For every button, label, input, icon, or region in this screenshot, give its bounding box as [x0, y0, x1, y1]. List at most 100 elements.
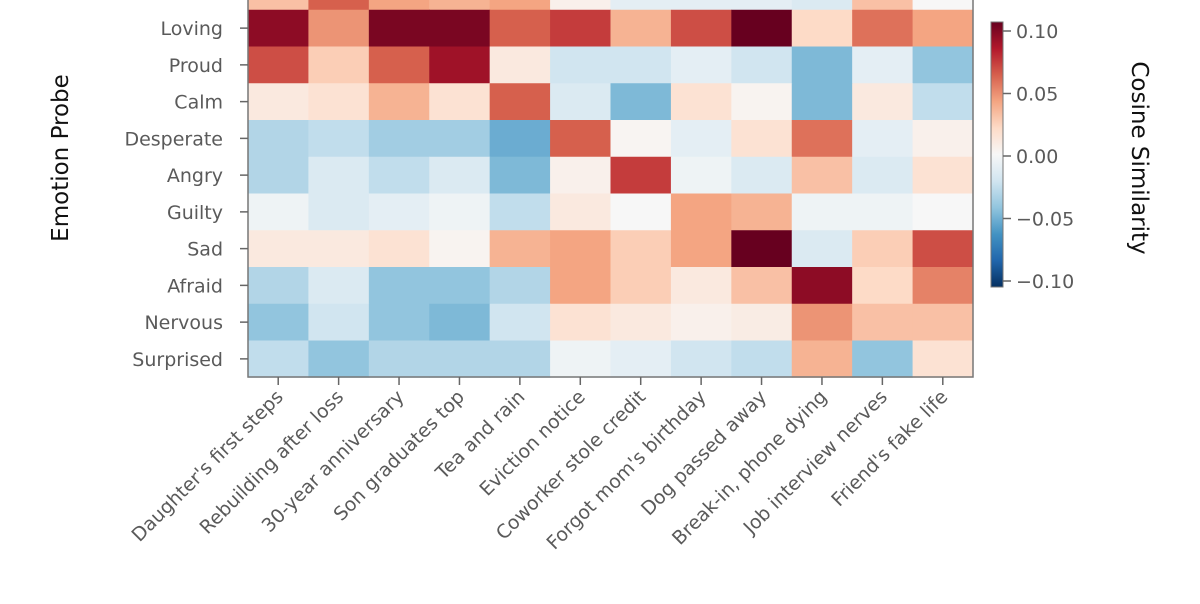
heatmap-cell	[670, 46, 732, 84]
x-tick-label: Friend's fake life	[827, 386, 952, 511]
heatmap-cell	[610, 303, 672, 341]
heatmap-cell	[912, 230, 974, 268]
colorbar-tick-label: 0.00	[1016, 146, 1058, 168]
heatmap-cell	[610, 46, 672, 84]
heatmap-cell	[731, 193, 793, 231]
heatmap-cell	[550, 303, 611, 341]
heatmap-cell	[670, 230, 732, 268]
heatmap-cell	[550, 46, 611, 84]
heatmap-cell	[610, 83, 672, 121]
heatmap-cell	[489, 303, 551, 341]
heatmap-cell	[670, 193, 732, 231]
heatmap-cell	[308, 46, 370, 84]
y-tick-label: Nervous	[144, 312, 223, 334]
heatmap-cells	[248, 0, 974, 378]
y-tick-label: Afraid	[167, 275, 223, 297]
heatmap-cell	[550, 193, 611, 231]
heatmap-cell	[368, 340, 430, 378]
heatmap-cell	[610, 120, 672, 158]
heatmap-cell	[791, 340, 853, 378]
heatmap-cell	[308, 0, 370, 11]
colorbar-gradient	[990, 21, 1004, 288]
heatmap-cell	[610, 0, 672, 11]
heatmap-cell	[368, 0, 430, 11]
heatmap-cell	[248, 120, 309, 158]
heatmap-cell	[852, 83, 914, 121]
heatmap-cell	[248, 193, 309, 231]
heatmap-cell	[429, 267, 491, 305]
heatmap-cell	[731, 9, 793, 47]
heatmap-cell	[852, 267, 914, 305]
heatmap-cell	[731, 267, 793, 305]
heatmap-cell	[308, 9, 370, 47]
heatmap-cell	[670, 0, 732, 11]
heatmap-cell	[489, 83, 551, 121]
heatmap-cell	[791, 303, 853, 341]
heatmap-cell	[550, 9, 611, 47]
heatmap-cell	[610, 156, 672, 194]
heatmap-cell	[670, 156, 732, 194]
heatmap-cell	[791, 120, 853, 158]
heatmap-cell	[308, 267, 370, 305]
heatmap-cell	[731, 340, 793, 378]
colorbar	[990, 21, 1004, 288]
heatmap-cell	[429, 120, 491, 158]
heatmap-cell	[429, 83, 491, 121]
heatmap-cell	[550, 230, 611, 268]
heatmap-cell	[248, 83, 309, 121]
heatmap-cell	[368, 46, 430, 84]
heatmap-cell	[550, 0, 611, 11]
heatmap-cell	[912, 267, 974, 305]
y-axis: Loving Proud Calm Desperate Angry Guilty Sad Af…	[124, 18, 248, 371]
heatmap-cell	[791, 267, 853, 305]
y-tick-label: Angry	[167, 165, 223, 187]
y-tick-label: Loving	[160, 18, 223, 40]
heatmap-cell	[670, 9, 732, 47]
heatmap-cell	[429, 193, 491, 231]
y-tick-label: Surprised	[132, 349, 223, 371]
heatmap-cell	[550, 340, 611, 378]
heatmap-cell	[610, 340, 672, 378]
y-axis-title: Emotion Probe	[48, 74, 74, 242]
heatmap-cell	[791, 46, 853, 84]
heatmap-cell	[791, 230, 853, 268]
heatmap-cell	[731, 46, 793, 84]
heatmap-cell	[670, 340, 732, 378]
y-tick-label: Guilty	[167, 202, 223, 224]
heatmap-cell	[368, 230, 430, 268]
heatmap-cell	[248, 9, 309, 47]
heatmap-cell	[731, 120, 793, 158]
heatmap-cell	[248, 267, 309, 305]
heatmap-cell	[308, 156, 370, 194]
heatmap-cell	[368, 9, 430, 47]
heatmap-cell	[489, 120, 551, 158]
colorbar-tick-label: −0.05	[1016, 209, 1074, 231]
heatmap-cell	[852, 120, 914, 158]
heatmap-cell	[429, 0, 491, 11]
heatmap-cell	[368, 120, 430, 158]
heatmap-cell	[308, 120, 370, 158]
heatmap-cell	[489, 46, 551, 84]
heatmap-cell	[912, 0, 974, 11]
heatmap-cell	[368, 303, 430, 341]
heatmap-cell	[429, 9, 491, 47]
heatmap-cell	[489, 9, 551, 47]
y-tick-label: Desperate	[124, 128, 223, 150]
heatmap-cell	[429, 340, 491, 378]
heatmap-cell	[489, 193, 551, 231]
heatmap-cell	[852, 9, 914, 47]
heatmap-cell	[489, 340, 551, 378]
heatmap-cell	[610, 230, 672, 268]
heatmap-cell	[791, 83, 853, 121]
heatmap-cell	[731, 303, 793, 341]
heatmap-cell	[550, 120, 611, 158]
heatmap-cell	[912, 340, 974, 378]
heatmap-cell	[248, 303, 309, 341]
colorbar-tick-label: 0.10	[1016, 21, 1058, 43]
heatmap-cell	[731, 0, 793, 11]
x-tick-label: Eviction notice	[475, 386, 590, 501]
heatmap-cell	[429, 230, 491, 268]
heatmap-cell	[429, 46, 491, 84]
heatmap-cell	[731, 156, 793, 194]
heatmap-cell	[791, 0, 853, 11]
